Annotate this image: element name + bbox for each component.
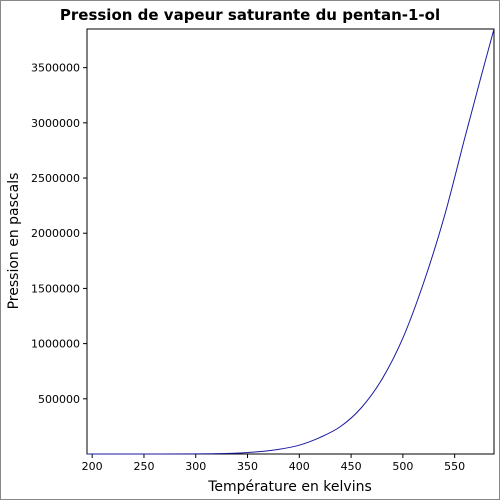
- x-tick-label: 350: [237, 460, 258, 473]
- y-tick-label: 3000000: [31, 117, 80, 130]
- series-line: [86, 28, 495, 455]
- y-tick-label: 2500000: [31, 172, 80, 185]
- y-axis-ticks: 500000 1000000 1500000 2000000 2500000 300000…: [31, 62, 87, 406]
- y-axis-label: Pression en pascals: [6, 173, 22, 310]
- plot-area: [86, 28, 495, 455]
- x-axis-label: Température en kelvins: [207, 479, 372, 495]
- y-tick-label: 2000000: [31, 227, 80, 240]
- y-tick-label: 500000: [38, 393, 80, 406]
- x-tick-label: 450: [341, 460, 362, 473]
- x-tick-label: 550: [444, 460, 465, 473]
- x-tick-label: 300: [185, 460, 206, 473]
- x-tick-label: 250: [133, 460, 154, 473]
- x-tick-label: 400: [289, 460, 310, 473]
- y-tick-label: 1500000: [31, 282, 80, 295]
- x-tick-label: 500: [392, 460, 413, 473]
- chart-title: Pression de vapeur saturante du pentan-1…: [60, 6, 440, 24]
- y-tick-label: 3500000: [31, 62, 80, 75]
- x-tick-label: 200: [82, 460, 103, 473]
- x-axis-ticks: 200 250 300 350 400 450 500 550: [82, 454, 465, 473]
- y-tick-label: 1000000: [31, 338, 80, 351]
